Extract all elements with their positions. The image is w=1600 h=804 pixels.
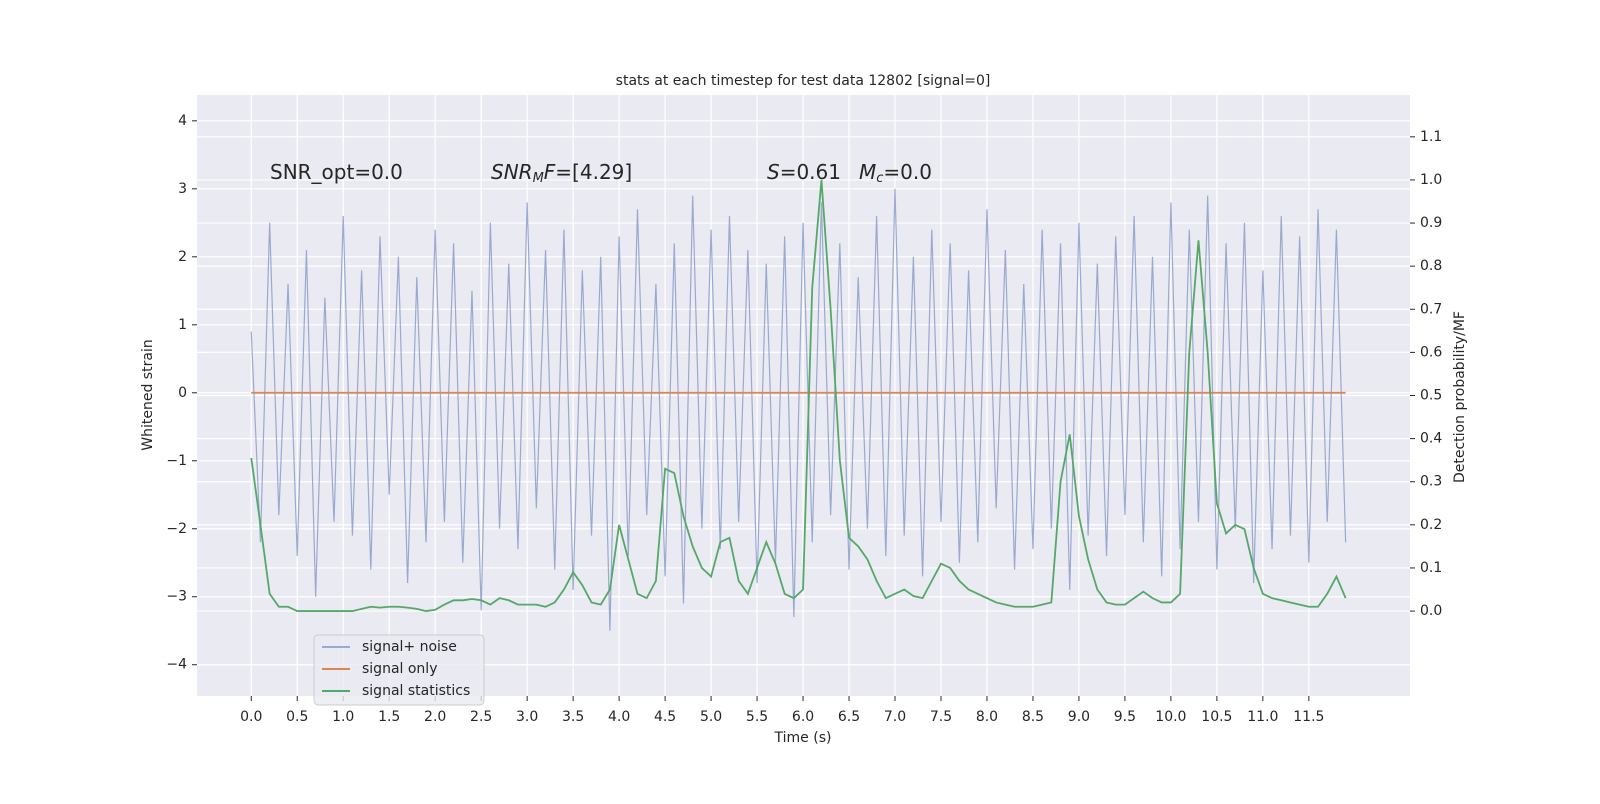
y2-tick-label: 0.2 <box>1420 517 1442 533</box>
x-tick-label: 10.0 <box>1155 709 1186 725</box>
chart-title: stats at each timestep for test data 128… <box>616 73 991 89</box>
series-line <box>250 179 1347 612</box>
x-tick-label: 7.5 <box>930 709 952 725</box>
annotation-part: c <box>876 171 883 186</box>
y2-tick-label: 0.1 <box>1420 560 1442 576</box>
y-tick-label: −4 <box>166 657 187 673</box>
annotation-part: SNR <box>491 160 533 184</box>
x-tick-label: 11.5 <box>1293 709 1324 725</box>
annotation: S=0.61 <box>767 160 841 184</box>
x-tick-label: 9.5 <box>1114 709 1136 725</box>
y2-tick-label: 1.0 <box>1420 172 1442 188</box>
x-tick-label: 7.0 <box>884 709 906 725</box>
y2-tick-label: 0.3 <box>1420 474 1442 490</box>
legend-label: signal only <box>362 661 437 677</box>
x-tick-label: 8.5 <box>1022 709 1044 725</box>
x-tick-label: 1.0 <box>332 709 354 725</box>
y2-tick-label: 0.9 <box>1420 215 1442 231</box>
y-tick-label: 3 <box>178 181 187 197</box>
x-tick-label: 4.0 <box>608 709 630 725</box>
y-tick-label: 1 <box>178 317 187 333</box>
annotation: SNR_opt=0.0 <box>270 160 403 184</box>
x-tick-label: 2.0 <box>424 709 446 725</box>
x-tick-label: 11.0 <box>1247 709 1278 725</box>
x-tick-label: 5.0 <box>700 709 722 725</box>
x-tick-label: 0.5 <box>286 709 308 725</box>
legend-box <box>313 634 485 706</box>
y-tick-label: −2 <box>166 521 187 537</box>
y-axis-label: Whitened strain <box>140 339 156 450</box>
series-line <box>250 188 1347 631</box>
annotation-part: =0.0 <box>883 160 932 184</box>
x-tick-label: 3.0 <box>516 709 538 725</box>
annotation-part: S <box>767 160 780 184</box>
legend-label: signal+ noise <box>362 639 457 655</box>
x-tick-label: 6.5 <box>838 709 860 725</box>
annotation-part: SNR_opt=0.0 <box>270 160 403 184</box>
y2-tick-label: 0.5 <box>1420 388 1442 404</box>
legend-label: signal statistics <box>362 683 470 699</box>
x-tick-label: 9.0 <box>1068 709 1090 725</box>
y2-tick-label: 0.6 <box>1420 344 1442 360</box>
y2-tick-label: 0.8 <box>1420 258 1442 274</box>
y-tick-label: 0 <box>178 385 187 401</box>
annotation: SNRMF=[4.29] <box>491 160 632 186</box>
annotation-part: F <box>544 160 556 184</box>
annotation-part: =0.61 <box>780 160 841 184</box>
y2-axis-label: Detection probability/MF <box>1452 311 1468 483</box>
x-tick-label: 5.5 <box>746 709 768 725</box>
annotation-part: M <box>859 160 876 184</box>
x-tick-label: 6.0 <box>792 709 814 725</box>
x-tick-label: 1.5 <box>378 709 400 725</box>
x-tick-label: 2.5 <box>470 709 492 725</box>
x-tick-label: 8.0 <box>976 709 998 725</box>
annotation-part: M <box>533 171 544 186</box>
y2-tick-label: 0.7 <box>1420 301 1442 317</box>
x-tick-label: 4.5 <box>654 709 676 725</box>
y-tick-label: 4 <box>178 113 187 129</box>
y2-tick-label: 0.4 <box>1420 431 1442 447</box>
y-tick-label: −1 <box>166 453 187 469</box>
annotation-part: =[4.29] <box>555 160 632 184</box>
x-tick-label: 0.0 <box>240 709 262 725</box>
x-axis-label: Time (s) <box>774 730 832 746</box>
annotation: Mc=0.0 <box>859 160 932 186</box>
x-tick-label: 10.5 <box>1201 709 1232 725</box>
x-tick-label: 3.5 <box>562 709 584 725</box>
y2-tick-label: 0.0 <box>1420 603 1442 619</box>
y-tick-label: −3 <box>166 589 187 605</box>
y-tick-label: 2 <box>178 249 187 265</box>
y2-tick-label: 1.1 <box>1420 129 1442 145</box>
